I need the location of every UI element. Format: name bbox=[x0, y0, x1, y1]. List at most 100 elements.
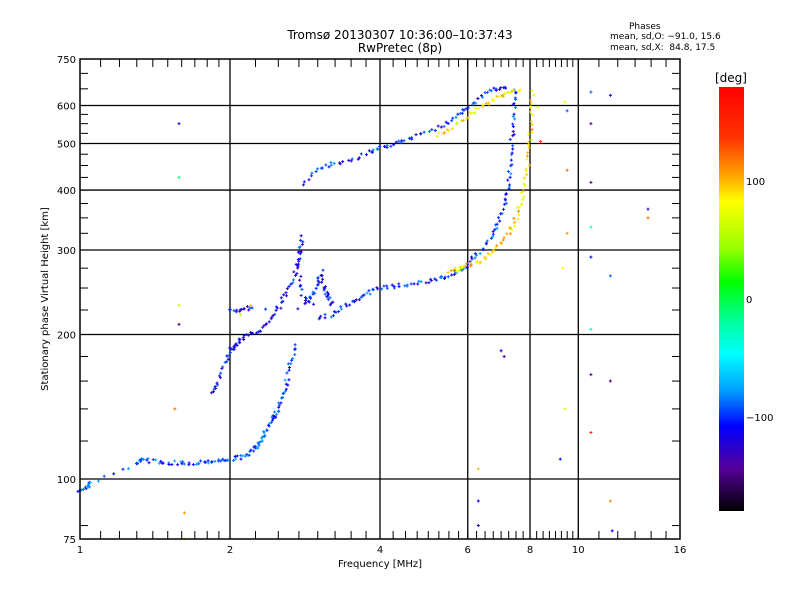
data-point bbox=[518, 88, 522, 92]
data-point bbox=[247, 308, 251, 312]
x-tick-label: 4 bbox=[377, 545, 383, 556]
data-point bbox=[316, 276, 320, 280]
data-point bbox=[325, 295, 329, 299]
data-point bbox=[466, 116, 470, 120]
scatter-point bbox=[561, 266, 565, 270]
data-point bbox=[367, 149, 371, 153]
data-point bbox=[424, 281, 428, 285]
data-point bbox=[226, 357, 230, 361]
data-point bbox=[219, 459, 223, 463]
data-point bbox=[228, 351, 232, 355]
data-point bbox=[270, 315, 274, 319]
data-point bbox=[450, 273, 454, 277]
data-point bbox=[294, 273, 298, 277]
data-point bbox=[291, 281, 295, 285]
y-tick-label: 200 bbox=[57, 331, 76, 342]
data-point bbox=[267, 320, 271, 324]
data-point bbox=[422, 130, 426, 134]
data-points bbox=[76, 85, 650, 541]
data-point bbox=[527, 163, 531, 167]
x-tick-label: 2 bbox=[227, 545, 233, 556]
data-point bbox=[182, 462, 186, 466]
data-point bbox=[530, 128, 534, 132]
data-point bbox=[385, 284, 389, 288]
scatter-point bbox=[239, 313, 243, 317]
data-point bbox=[484, 256, 488, 260]
data-point bbox=[228, 346, 232, 350]
data-point bbox=[261, 439, 265, 443]
data-point bbox=[262, 324, 266, 328]
data-point bbox=[231, 458, 235, 462]
data-point bbox=[486, 252, 490, 256]
data-point bbox=[474, 107, 478, 111]
data-point bbox=[495, 222, 499, 226]
data-point bbox=[167, 463, 171, 467]
data-point bbox=[161, 461, 165, 465]
colorbar-tick-label: −100 bbox=[746, 413, 773, 424]
data-point bbox=[512, 102, 516, 106]
data-point bbox=[510, 163, 514, 167]
data-point bbox=[414, 133, 418, 137]
data-point bbox=[320, 166, 324, 170]
scatter-point bbox=[536, 105, 540, 109]
data-point bbox=[341, 160, 345, 164]
data-point bbox=[476, 97, 480, 101]
data-point bbox=[284, 291, 288, 295]
data-point bbox=[275, 412, 279, 416]
data-point bbox=[397, 282, 401, 286]
data-point bbox=[446, 122, 450, 126]
data-point bbox=[407, 136, 411, 140]
data-point bbox=[265, 428, 269, 432]
data-point bbox=[491, 230, 495, 234]
data-point bbox=[433, 277, 437, 281]
data-point bbox=[251, 331, 255, 335]
data-point bbox=[460, 264, 464, 268]
data-point bbox=[503, 198, 507, 202]
data-point bbox=[225, 354, 229, 358]
scatter-point bbox=[177, 322, 181, 326]
data-point bbox=[269, 317, 273, 321]
data-point bbox=[494, 87, 498, 91]
data-point bbox=[234, 342, 238, 346]
scatter-point bbox=[646, 207, 650, 211]
data-point bbox=[212, 390, 216, 394]
axis-ticks bbox=[80, 59, 680, 539]
data-point bbox=[470, 257, 474, 261]
data-point bbox=[252, 449, 256, 453]
data-point bbox=[443, 131, 447, 135]
data-point bbox=[530, 131, 534, 135]
colorbar-label: [deg] bbox=[715, 71, 747, 85]
data-point bbox=[239, 457, 243, 461]
data-point bbox=[488, 252, 492, 256]
phases-stats-x: mean, sd,X: 84.8, 17.5 bbox=[610, 43, 716, 53]
data-point bbox=[286, 383, 290, 387]
data-point bbox=[328, 303, 332, 307]
data-point bbox=[517, 213, 521, 217]
data-point bbox=[323, 312, 327, 316]
data-point bbox=[347, 158, 351, 162]
data-point bbox=[464, 107, 468, 111]
data-point bbox=[529, 119, 533, 123]
data-point bbox=[513, 117, 517, 121]
data-point bbox=[329, 315, 333, 319]
y-axis-title: Stationary phase Virtual Height [km] bbox=[40, 207, 51, 391]
y-tick-label: 300 bbox=[57, 246, 76, 257]
data-point bbox=[493, 228, 497, 232]
data-point bbox=[530, 89, 534, 93]
data-point bbox=[217, 374, 221, 378]
data-point bbox=[504, 192, 508, 196]
data-point bbox=[273, 312, 277, 316]
data-point bbox=[81, 487, 85, 491]
data-point bbox=[519, 191, 523, 195]
data-point bbox=[486, 90, 490, 94]
data-point bbox=[497, 216, 501, 220]
data-point bbox=[237, 337, 241, 341]
data-point bbox=[293, 347, 297, 351]
data-point bbox=[464, 117, 468, 121]
colorbar-tick-label: 0 bbox=[746, 295, 752, 306]
data-point bbox=[473, 111, 477, 115]
data-point bbox=[499, 241, 503, 245]
data-point bbox=[312, 302, 316, 306]
data-point bbox=[345, 304, 349, 308]
data-point bbox=[287, 285, 291, 289]
